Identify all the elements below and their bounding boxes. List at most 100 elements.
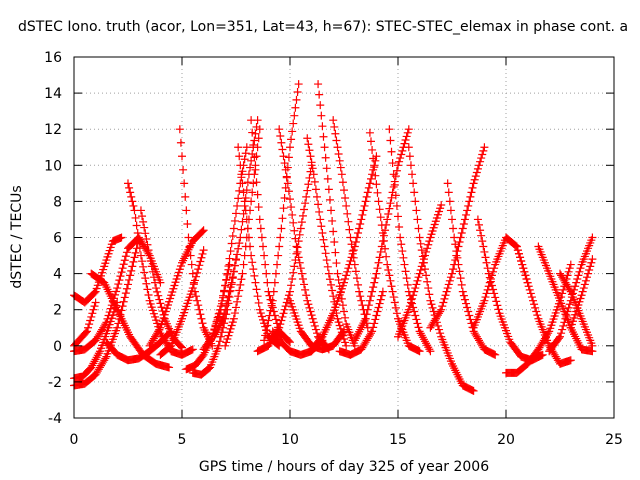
data-point bbox=[176, 138, 185, 147]
data-point bbox=[193, 296, 202, 305]
data-point bbox=[222, 338, 231, 347]
data-point bbox=[305, 146, 314, 155]
data-point bbox=[573, 275, 582, 284]
data-point bbox=[321, 153, 330, 162]
data-point bbox=[426, 347, 435, 356]
data-point bbox=[423, 244, 432, 253]
data-point bbox=[405, 152, 414, 161]
data-point bbox=[388, 287, 397, 296]
data-point bbox=[262, 269, 271, 278]
data-point bbox=[387, 147, 396, 156]
data-point bbox=[308, 164, 317, 173]
data-point bbox=[521, 271, 530, 280]
data-point bbox=[348, 247, 357, 256]
data-point bbox=[199, 226, 208, 235]
data-point bbox=[325, 195, 334, 204]
data-point bbox=[247, 251, 256, 260]
series-2 bbox=[70, 233, 126, 307]
data-point bbox=[187, 260, 196, 269]
data-point bbox=[244, 233, 253, 242]
data-point bbox=[295, 230, 304, 239]
data-point bbox=[292, 95, 301, 104]
x-tick-label: 10 bbox=[281, 432, 299, 448]
data-point bbox=[414, 273, 423, 282]
data-point bbox=[565, 264, 574, 273]
data-point bbox=[241, 206, 250, 215]
data-point bbox=[372, 269, 381, 278]
data-point bbox=[223, 335, 232, 344]
data-point bbox=[575, 267, 584, 276]
data-point bbox=[233, 297, 242, 306]
data-point bbox=[188, 269, 197, 278]
data-point bbox=[249, 140, 258, 149]
data-point bbox=[257, 312, 266, 321]
data-point bbox=[271, 315, 280, 324]
data-point bbox=[256, 224, 265, 233]
data-point bbox=[455, 238, 464, 247]
data-point bbox=[229, 267, 238, 276]
data-point bbox=[419, 258, 428, 267]
data-point bbox=[481, 253, 490, 262]
data-point bbox=[265, 291, 274, 300]
data-point bbox=[337, 328, 346, 337]
data-point bbox=[390, 298, 399, 307]
data-point bbox=[560, 318, 569, 327]
data-point bbox=[126, 188, 135, 197]
data-point bbox=[311, 325, 320, 334]
data-point bbox=[358, 210, 367, 219]
data-point bbox=[291, 234, 300, 243]
data-point bbox=[365, 296, 374, 305]
data-point bbox=[121, 289, 130, 298]
data-point bbox=[327, 206, 336, 215]
data-point bbox=[261, 331, 270, 340]
y-tick-label: 12 bbox=[44, 122, 62, 138]
data-point bbox=[293, 87, 302, 96]
data-point bbox=[577, 291, 586, 300]
data-point bbox=[364, 301, 373, 310]
data-point bbox=[566, 260, 575, 269]
data-point bbox=[572, 278, 581, 287]
data-point bbox=[88, 309, 97, 318]
data-point bbox=[377, 291, 386, 300]
data-point bbox=[451, 240, 460, 249]
data-point bbox=[580, 280, 589, 289]
data-point bbox=[255, 125, 264, 134]
data-point bbox=[139, 217, 148, 226]
data-point bbox=[357, 296, 366, 305]
data-point bbox=[369, 154, 378, 163]
data-point bbox=[341, 338, 350, 347]
data-point bbox=[334, 318, 343, 327]
data-point bbox=[586, 262, 595, 271]
data-point bbox=[284, 291, 293, 300]
data-point bbox=[360, 201, 369, 210]
data-point bbox=[296, 224, 305, 233]
data-point bbox=[292, 242, 301, 251]
data-point bbox=[334, 275, 343, 284]
data-point bbox=[538, 350, 547, 359]
data-point bbox=[514, 249, 523, 258]
data-point bbox=[101, 354, 110, 363]
data-point bbox=[274, 251, 283, 260]
data-point bbox=[438, 302, 447, 311]
data-point bbox=[466, 192, 475, 201]
series-12 bbox=[175, 125, 217, 350]
data-point bbox=[119, 260, 128, 269]
data-point bbox=[250, 271, 259, 280]
data-point bbox=[385, 271, 394, 280]
data-point bbox=[142, 235, 151, 244]
data-point bbox=[340, 186, 348, 195]
data-point bbox=[470, 175, 479, 184]
data-point bbox=[557, 329, 566, 338]
data-point bbox=[122, 248, 131, 257]
data-point bbox=[189, 278, 198, 287]
x-tick-label: 20 bbox=[497, 432, 515, 448]
data-point bbox=[558, 325, 567, 334]
data-point bbox=[248, 128, 257, 137]
data-point bbox=[219, 293, 228, 302]
data-point bbox=[324, 269, 333, 278]
data-point bbox=[127, 192, 136, 201]
data-point bbox=[464, 201, 473, 210]
data-point bbox=[458, 224, 467, 233]
data-point bbox=[301, 285, 310, 294]
data-point bbox=[90, 357, 99, 366]
